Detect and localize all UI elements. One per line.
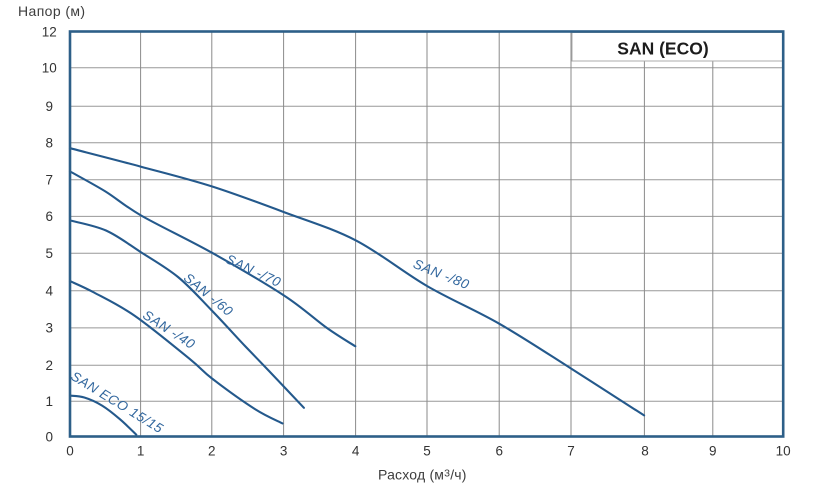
svg-text:6: 6 <box>495 443 503 458</box>
svg-text:0: 0 <box>66 443 74 458</box>
svg-text:1: 1 <box>137 443 145 458</box>
svg-text:3: 3 <box>280 443 288 458</box>
svg-text:Расход (м3/ч): Расход (м3/ч) <box>378 467 467 483</box>
svg-text:2: 2 <box>46 358 54 373</box>
svg-text:0: 0 <box>46 429 54 444</box>
svg-text:10: 10 <box>776 443 791 458</box>
svg-text:10: 10 <box>42 60 57 75</box>
svg-text:SAN (ECO): SAN (ECO) <box>617 39 708 59</box>
svg-text:7: 7 <box>567 443 575 458</box>
svg-text:8: 8 <box>46 135 54 150</box>
svg-text:4: 4 <box>46 283 54 298</box>
svg-text:Напор (м): Напор (м) <box>18 3 86 19</box>
svg-text:9: 9 <box>709 443 717 458</box>
svg-text:4: 4 <box>352 443 360 458</box>
svg-text:5: 5 <box>46 246 54 261</box>
svg-text:7: 7 <box>46 173 54 188</box>
svg-text:9: 9 <box>46 99 54 114</box>
svg-text:5: 5 <box>423 443 431 458</box>
svg-text:6: 6 <box>46 209 54 224</box>
svg-text:1: 1 <box>46 394 54 409</box>
svg-text:12: 12 <box>42 24 57 39</box>
svg-text:3: 3 <box>46 321 54 336</box>
svg-text:8: 8 <box>641 443 649 458</box>
svg-text:2: 2 <box>208 443 216 458</box>
